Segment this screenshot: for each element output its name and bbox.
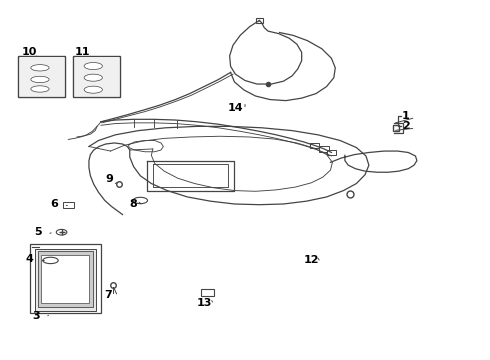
- Ellipse shape: [84, 63, 102, 69]
- Text: 8: 8: [130, 199, 138, 209]
- Text: 7: 7: [104, 290, 112, 300]
- Text: 13: 13: [196, 298, 212, 308]
- Text: 1: 1: [402, 111, 410, 121]
- Bar: [35, 249, 96, 311]
- Polygon shape: [256, 18, 263, 23]
- Bar: [73, 56, 120, 98]
- Bar: [64, 202, 74, 207]
- Bar: [310, 143, 319, 148]
- Text: 9: 9: [106, 174, 114, 184]
- Bar: [38, 251, 93, 307]
- Text: 2: 2: [402, 121, 410, 131]
- Bar: [30, 244, 101, 313]
- Ellipse shape: [31, 65, 49, 71]
- Bar: [41, 256, 89, 303]
- Text: 10: 10: [21, 47, 37, 57]
- Bar: [18, 56, 65, 98]
- Text: 5: 5: [34, 227, 41, 237]
- Bar: [74, 57, 119, 96]
- Ellipse shape: [56, 229, 67, 235]
- Text: 4: 4: [26, 255, 34, 264]
- Text: 3: 3: [32, 311, 40, 321]
- Text: 11: 11: [75, 47, 91, 57]
- Text: 14: 14: [227, 103, 243, 113]
- Ellipse shape: [84, 74, 102, 81]
- Ellipse shape: [31, 76, 49, 83]
- Bar: [20, 57, 64, 96]
- Ellipse shape: [84, 86, 102, 93]
- Bar: [327, 150, 336, 155]
- Text: 6: 6: [50, 199, 58, 209]
- Ellipse shape: [31, 86, 49, 92]
- Text: 12: 12: [303, 256, 319, 265]
- Ellipse shape: [43, 257, 58, 264]
- Ellipse shape: [133, 197, 147, 204]
- Bar: [201, 289, 214, 296]
- Bar: [319, 146, 329, 152]
